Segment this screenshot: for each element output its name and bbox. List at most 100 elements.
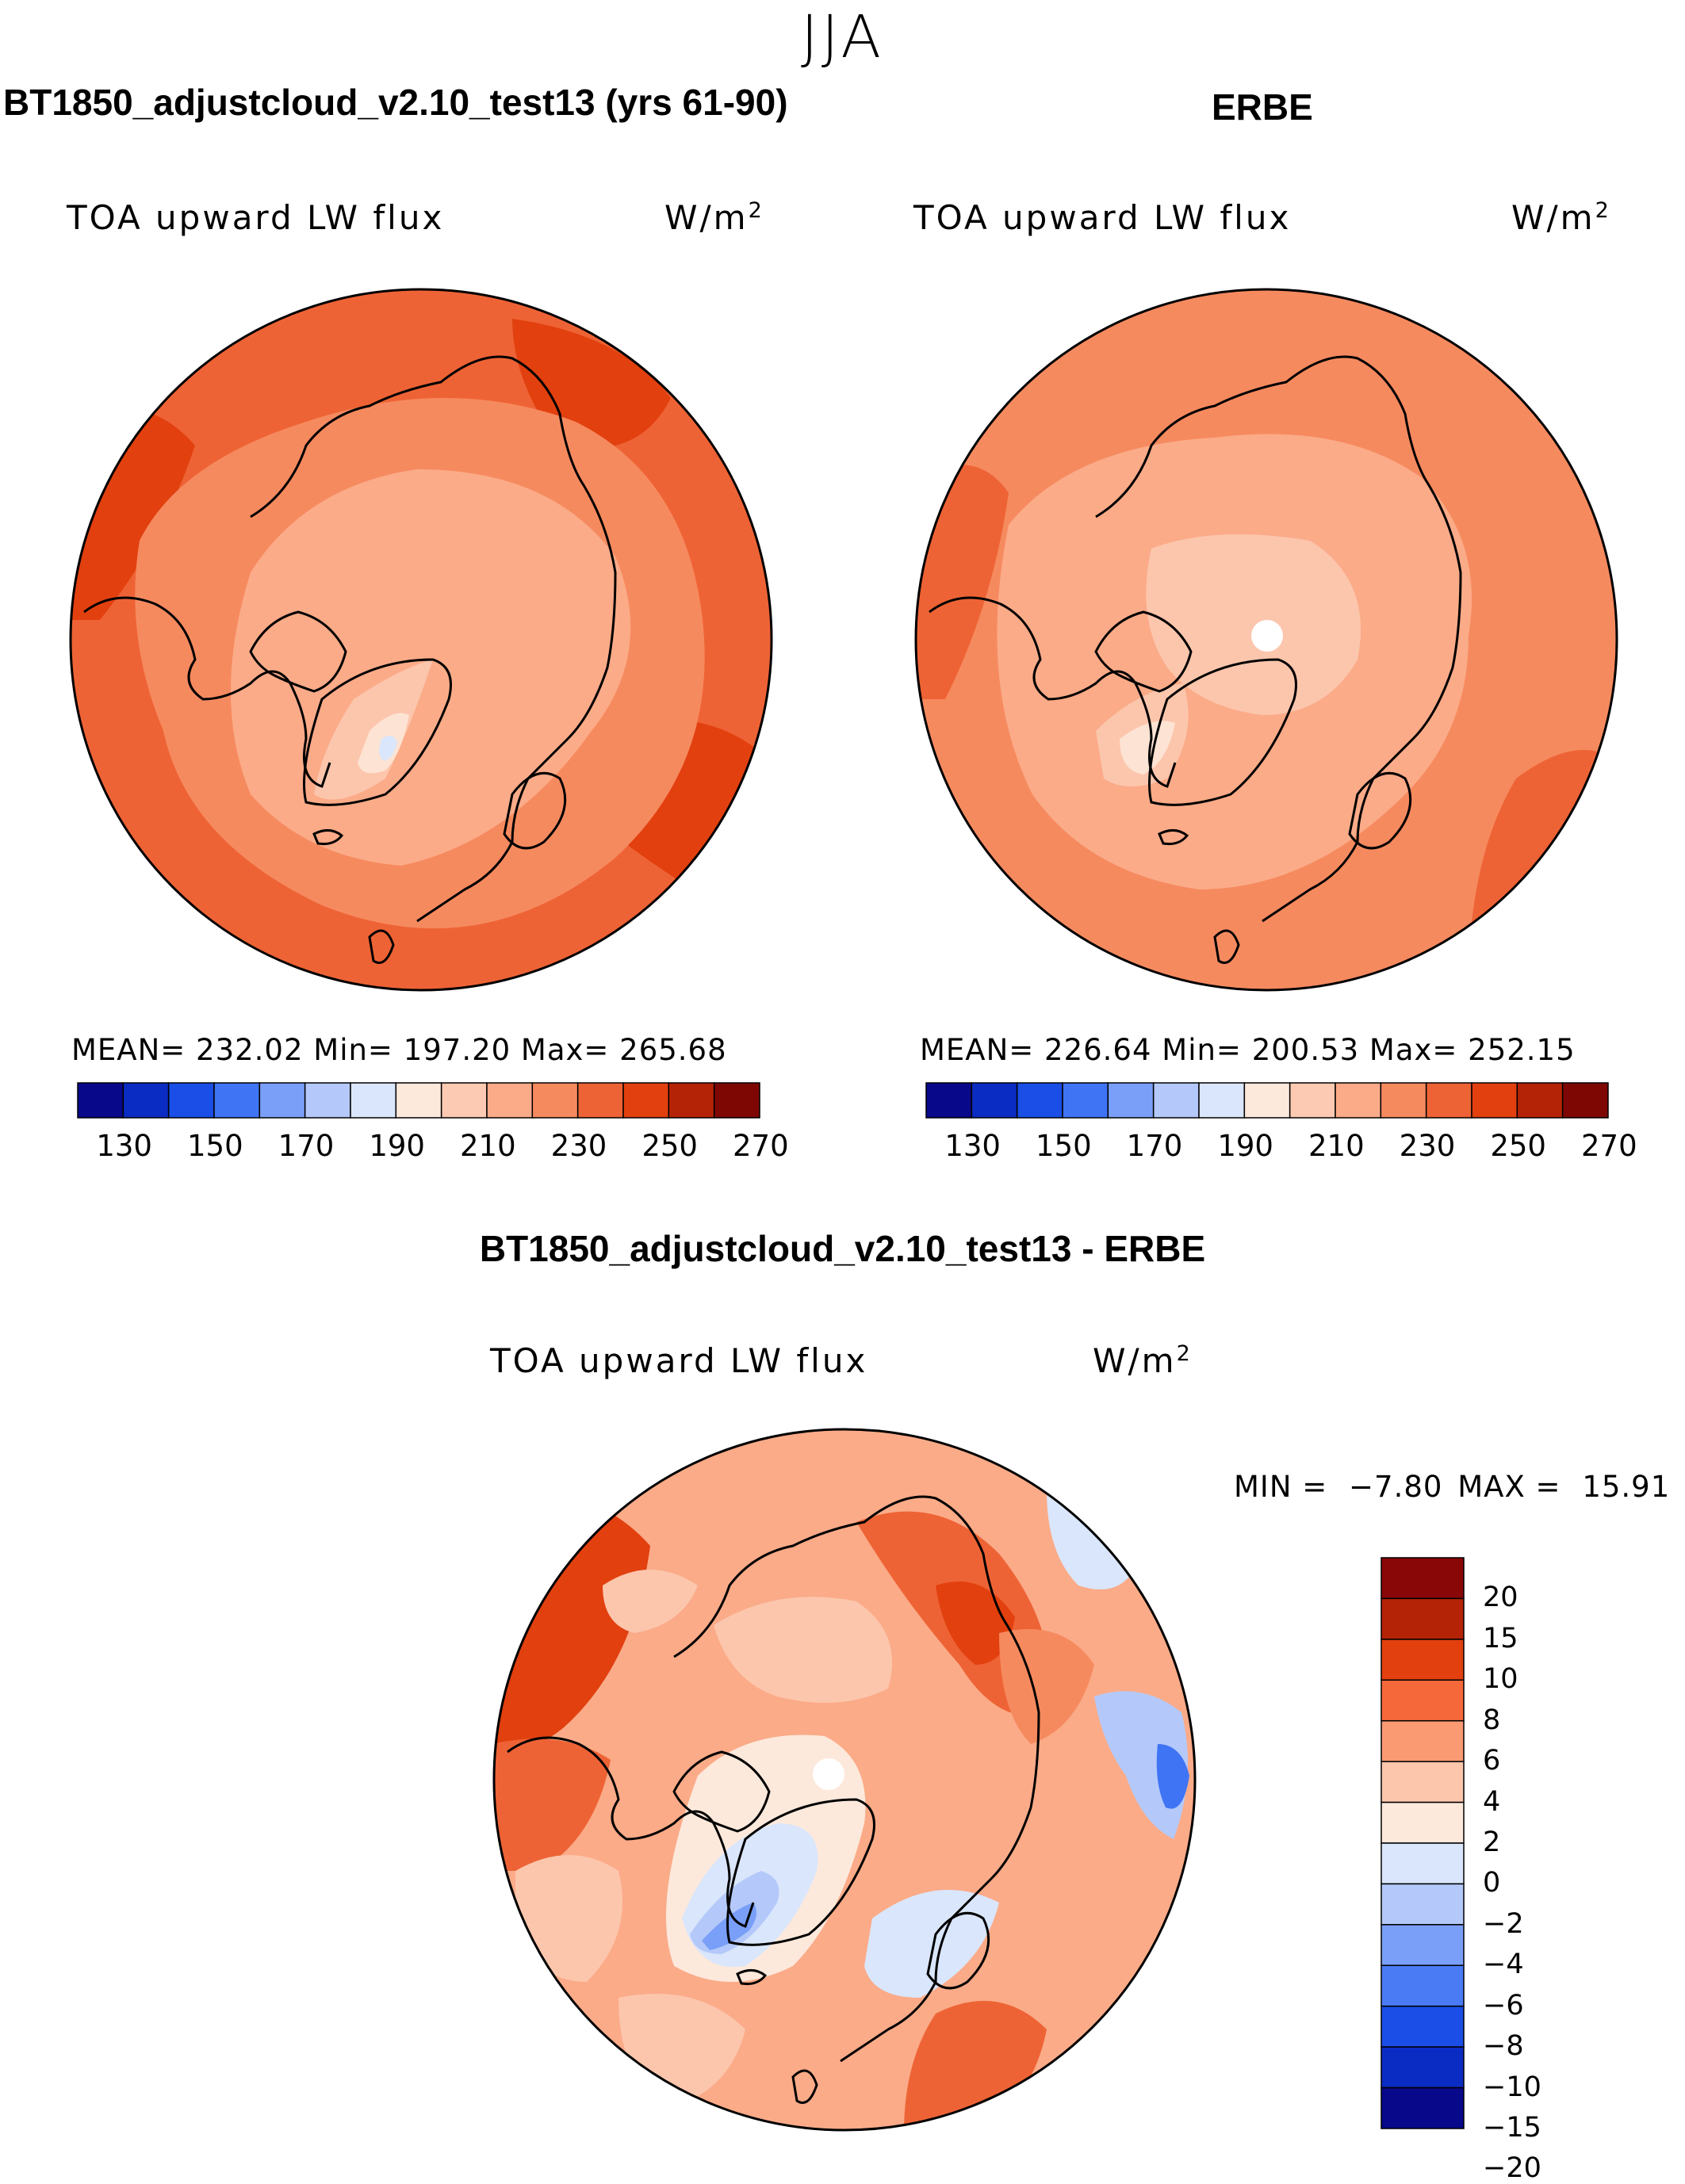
diff-colorbar-label: −2 bbox=[1483, 1907, 1524, 1940]
diff-colorbar-box-8 bbox=[1381, 1883, 1465, 1926]
left-colorbar bbox=[77, 1082, 760, 1119]
diff-colorbar-box-7 bbox=[1381, 1842, 1465, 1885]
diff-map-field-neg2-east bbox=[1047, 1490, 1142, 1589]
diff-colorbar-box-10 bbox=[1381, 1964, 1465, 2007]
diff-panel-title: BT1850_adjustcloud_v2.10_test13 - ERBE bbox=[479, 1228, 1206, 1269]
diff-colorbar-labels: 20 15 10 8 6 4 2 0 −2 −4 −6 −8 −10 −15 −20 bbox=[1483, 1558, 1578, 2184]
left-colorbar-tick-label: 150 bbox=[187, 1129, 243, 1163]
right-colorbar-tick-label: 210 bbox=[1308, 1129, 1365, 1163]
left-coastline-north-america bbox=[83, 596, 331, 788]
diff-panel-units: W/m2 bbox=[1093, 1341, 1193, 1380]
left-colorbar-box-1 bbox=[122, 1082, 170, 1119]
diff-colorbar-box-5 bbox=[1381, 1761, 1465, 1803]
left-colorbar-tick-label: 230 bbox=[550, 1129, 607, 1163]
diff-colorbar-boxes bbox=[1381, 1557, 1465, 2129]
right-colorbar-tick-label: 170 bbox=[1126, 1129, 1183, 1163]
diff-colorbar-box-3 bbox=[1381, 1679, 1465, 1722]
diff-colorbar-label: 10 bbox=[1483, 1663, 1518, 1696]
right-colorbar-box-11 bbox=[1425, 1082, 1472, 1119]
right-panel-stats: MEAN= 226.64 Min= 200.53 Max= 252.15 bbox=[920, 1033, 1576, 1067]
right-colorbar-tick-label: 230 bbox=[1399, 1129, 1456, 1163]
diff-colorbar-label: −15 bbox=[1483, 2112, 1541, 2144]
right-coastline-scandinavia bbox=[1348, 771, 1412, 850]
diff-max-value: 15.91 bbox=[1582, 1470, 1671, 1504]
left-colorbar-box-3 bbox=[213, 1082, 261, 1119]
diff-panel-variable-label: TOA upward LW flux bbox=[490, 1341, 868, 1380]
diff-map-field-neg6-greenland bbox=[702, 1903, 756, 1950]
right-colorbar-boxes bbox=[925, 1082, 1609, 1119]
diff-colorbar-label: 4 bbox=[1483, 1785, 1501, 1818]
right-colorbar-box-3 bbox=[1062, 1082, 1109, 1119]
left-colorbar-box-8 bbox=[440, 1082, 488, 1119]
right-colorbar-box-9 bbox=[1335, 1082, 1382, 1119]
diff-colorbar-box-11 bbox=[1381, 2005, 1465, 2048]
left-coastline-british-isles bbox=[368, 929, 395, 964]
diff-map-boundary bbox=[492, 1428, 1197, 2132]
diff-colorbar-label: −20 bbox=[1483, 2152, 1541, 2184]
right-coastline-iceland bbox=[1158, 829, 1189, 845]
right-map-boundary bbox=[914, 288, 1618, 992]
left-colorbar-box-5 bbox=[304, 1082, 351, 1119]
left-colorbar-tick-label: 170 bbox=[278, 1129, 335, 1163]
diff-colorbar-label: −10 bbox=[1483, 2071, 1541, 2103]
diff-colorbar-label: 0 bbox=[1483, 1867, 1501, 1899]
season-title: JJA bbox=[801, 3, 884, 71]
diff-colorbar-box-9 bbox=[1381, 1924, 1465, 1967]
right-colorbar-box-6 bbox=[1198, 1082, 1246, 1119]
right-panel-variable-label: TOA upward LW flux bbox=[913, 198, 1292, 237]
left-colorbar-ticks: 130 150 170 190 210 230 250 270 bbox=[78, 1129, 788, 1168]
right-map-missing-pole bbox=[1251, 620, 1283, 652]
left-coastline-iceland bbox=[312, 829, 344, 845]
left-colorbar-tick-label: 130 bbox=[96, 1129, 152, 1163]
diff-coastline-british-isles bbox=[791, 2069, 818, 2104]
left-colorbar-tick-label: 250 bbox=[641, 1129, 698, 1163]
left-colorbar-tick-label: 210 bbox=[460, 1129, 516, 1163]
diff-colorbar-box-4 bbox=[1381, 1719, 1465, 1762]
left-map-field-190-greenland bbox=[379, 736, 397, 761]
right-colorbar bbox=[925, 1082, 1609, 1119]
right-coastline-canadian-archipelago bbox=[1094, 610, 1193, 693]
diff-map-field-neg8-east bbox=[1156, 1744, 1189, 1809]
left-colorbar-box-0 bbox=[77, 1082, 124, 1119]
diff-coastline-north-america bbox=[507, 1736, 755, 1928]
left-colorbar-tick-label: 270 bbox=[733, 1129, 789, 1163]
diff-colorbar bbox=[1381, 1557, 1465, 2129]
diff-colorbar-label: 2 bbox=[1483, 1826, 1501, 1858]
diff-max-label: MAX = bbox=[1457, 1470, 1561, 1504]
diff-map-field-0-arctic bbox=[714, 1597, 892, 1703]
left-coastline-greenland bbox=[303, 658, 452, 806]
right-colorbar-box-12 bbox=[1471, 1082, 1518, 1119]
diff-coastline-eurasia bbox=[673, 1495, 1040, 2063]
diff-map-field-neg2-scandinavia bbox=[864, 1890, 999, 1998]
diff-colorbar-box-13 bbox=[1381, 2086, 1465, 2129]
right-map-field-210-greenland bbox=[1120, 721, 1175, 775]
left-colorbar-box-7 bbox=[395, 1082, 442, 1119]
diff-map-field-2-north-america bbox=[515, 1855, 622, 1982]
left-coastline-eurasia bbox=[250, 355, 617, 923]
right-colorbar-box-7 bbox=[1243, 1082, 1291, 1119]
diff-panel-minmax: MIN = −7.80 MAX = 15.91 bbox=[1234, 1470, 1670, 1504]
left-colorbar-box-6 bbox=[350, 1082, 397, 1119]
left-colorbar-box-10 bbox=[531, 1082, 579, 1119]
diff-coastline-canadian-archipelago bbox=[672, 1750, 771, 1833]
left-panel-title: BT1850_adjustcloud_v2.10_test13 (yrs 61-… bbox=[3, 82, 788, 123]
diff-colorbar-box-0 bbox=[1381, 1557, 1465, 1600]
diff-colorbar-label: −8 bbox=[1483, 2030, 1524, 2063]
left-colorbar-box-11 bbox=[576, 1082, 624, 1119]
left-colorbar-box-4 bbox=[258, 1082, 306, 1119]
right-colorbar-box-4 bbox=[1107, 1082, 1155, 1119]
right-map-field-250-pacific bbox=[916, 465, 1009, 699]
diff-coastline-greenland bbox=[726, 1798, 875, 1946]
left-polar-map bbox=[69, 288, 773, 992]
diff-colorbar-box-1 bbox=[1381, 1597, 1465, 1640]
diff-map-field-8-pacific bbox=[494, 1738, 611, 1871]
right-coastline-british-isles bbox=[1213, 929, 1240, 964]
right-panel-title: ERBE bbox=[1212, 86, 1313, 128]
left-colorbar-box-14 bbox=[713, 1082, 760, 1119]
left-map-boundary bbox=[69, 288, 773, 992]
left-colorbar-boxes bbox=[77, 1082, 760, 1119]
right-colorbar-tick-label: 250 bbox=[1490, 1129, 1546, 1163]
diff-polar-map bbox=[492, 1428, 1197, 2132]
diff-colorbar-label: 15 bbox=[1483, 1622, 1518, 1654]
diff-colorbar-label: 8 bbox=[1483, 1704, 1501, 1736]
